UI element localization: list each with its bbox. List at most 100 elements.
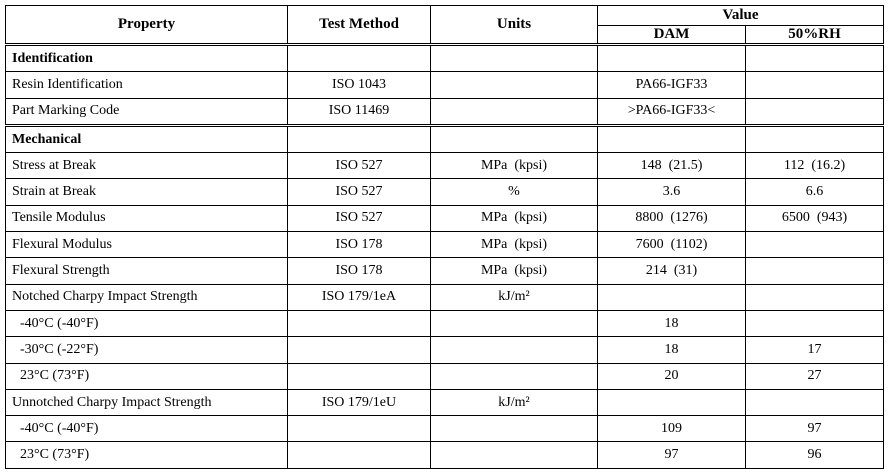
value-cell: MPa (kpsi) <box>430 231 598 259</box>
value-cell: 20 <box>597 362 746 390</box>
value-cell <box>745 283 884 311</box>
value-cell <box>745 257 884 285</box>
property-cell: -30°C (-22°F) <box>5 336 288 364</box>
value-cell: kJ/m² <box>430 283 598 311</box>
empty-cell <box>597 42 746 73</box>
value-cell: MPa (kpsi) <box>430 204 598 233</box>
value-cell <box>745 97 884 126</box>
value-cell: ISO 1043 <box>287 71 431 99</box>
value-cell: 109 <box>597 415 746 443</box>
table-wrap: Property Test Method Units Value DAM 50%… <box>5 5 884 469</box>
empty-cell <box>430 123 598 154</box>
header-cell: Units <box>430 5 598 45</box>
value-cell: 18 <box>597 336 746 364</box>
table-row: 23°C (73°F) 97 96 <box>5 441 884 469</box>
value-cell <box>745 388 884 417</box>
value-cell <box>287 309 431 338</box>
table-row: Stress at Break ISO 527 MPa (kpsi) 148 (21.… <box>5 152 884 180</box>
header-cell: 50%RH <box>745 25 884 46</box>
value-cell <box>287 362 431 390</box>
empty-cell <box>287 123 431 154</box>
table-row: Flexural Modulus ISO 178 MPa (kpsi) 7600 (1… <box>5 231 884 259</box>
empty-cell <box>745 123 884 154</box>
value-cell: PA66-IGF33 <box>597 71 746 99</box>
property-cell: Resin Identification <box>5 71 288 99</box>
value-cell <box>430 336 598 364</box>
value-cell <box>597 283 746 311</box>
section-cell: Mechanical <box>5 123 288 154</box>
value-cell: MPa (kpsi) <box>430 152 598 180</box>
value-cell: 18 <box>597 309 746 338</box>
table-body: Identification Resin Identification ISO 10… <box>5 42 884 469</box>
value-cell: 17 <box>745 336 884 364</box>
table-row: Strain at Break ISO 527% 3.6 6.6 <box>5 178 884 206</box>
value-cell <box>430 415 598 443</box>
value-cell: 27 <box>745 362 884 390</box>
property-cell: Part Marking Code <box>5 97 288 126</box>
value-cell: ISO 11469 <box>287 97 431 126</box>
value-cell: >PA66-IGF33< <box>597 97 746 126</box>
value-cell: ISO 179/1eA <box>287 283 431 311</box>
property-table: Property Test Method Units Value DAM 50%… <box>5 5 884 469</box>
property-cell: Tensile Modulus <box>5 204 288 233</box>
table-row: 23°C (73°F) 20 27 <box>5 362 884 390</box>
value-cell <box>430 309 598 338</box>
header-cell: Property <box>5 5 288 45</box>
empty-cell <box>430 42 598 73</box>
value-cell: 112 (16.2) <box>745 152 884 180</box>
property-cell: Notched Charpy Impact Strength <box>5 283 288 311</box>
table-row: Resin Identification ISO 1043 PA66-IGF33 <box>5 71 884 99</box>
value-cell <box>745 309 884 338</box>
value-cell: 6500 (943) <box>745 204 884 233</box>
property-cell: -40°C (-40°F) <box>5 309 288 338</box>
table-row: Flexural Strength ISO 178 MPa (kpsi) 214 (3… <box>5 257 884 285</box>
section-cell: Identification <box>5 42 288 73</box>
value-cell: 8800 (1276) <box>597 204 746 233</box>
value-cell: 3.6 <box>597 178 746 206</box>
value-cell <box>430 97 598 126</box>
property-cell: -40°C (-40°F) <box>5 415 288 443</box>
property-cell: Stress at Break <box>5 152 288 180</box>
value-cell: ISO 179/1eU <box>287 388 431 417</box>
table-row: Identification <box>5 42 884 73</box>
value-cell <box>287 415 431 443</box>
header-cell: Test Method <box>287 5 431 45</box>
value-cell: ISO 178 <box>287 257 431 285</box>
value-cell: 148 (21.5) <box>597 152 746 180</box>
value-cell: ISO 178 <box>287 231 431 259</box>
table-row: -40°C (-40°F) 18 <box>5 309 884 338</box>
header-cell: Value <box>597 5 884 26</box>
value-cell <box>745 71 884 99</box>
value-cell: 97 <box>597 441 746 469</box>
table-row: Unnotched Charpy Impact Strength ISO 179/… <box>5 388 884 417</box>
value-cell: ISO 527 <box>287 152 431 180</box>
value-cell: kJ/m² <box>430 388 598 417</box>
value-cell: 214 (31) <box>597 257 746 285</box>
value-cell <box>745 231 884 259</box>
table-row: Tensile Modulus ISO 527 MPa (kpsi) 8800 (12… <box>5 204 884 233</box>
property-cell: 23°C (73°F) <box>5 362 288 390</box>
value-cell <box>597 388 746 417</box>
value-cell <box>430 71 598 99</box>
value-cell: 6.6 <box>745 178 884 206</box>
property-cell: Flexural Modulus <box>5 231 288 259</box>
value-cell: % <box>430 178 598 206</box>
value-cell: 7600 (1102) <box>597 231 746 259</box>
header-cell: DAM <box>597 25 746 46</box>
empty-cell <box>745 42 884 73</box>
value-cell: ISO 527 <box>287 178 431 206</box>
empty-cell <box>597 123 746 154</box>
table-row: Part Marking Code ISO 11469 >PA66-IGF33< <box>5 97 884 126</box>
value-cell <box>287 336 431 364</box>
property-cell: Strain at Break <box>5 178 288 206</box>
table-row: -30°C (-22°F) 18 17 <box>5 336 884 364</box>
value-cell <box>430 441 598 469</box>
property-cell: Unnotched Charpy Impact Strength <box>5 388 288 417</box>
value-cell: MPa (kpsi) <box>430 257 598 285</box>
value-cell: ISO 527 <box>287 204 431 233</box>
property-cell: Flexural Strength <box>5 257 288 285</box>
value-cell <box>287 441 431 469</box>
table-row: -40°C (-40°F) 109 97 <box>5 415 884 443</box>
table-row: Notched Charpy Impact Strength ISO 179/1e… <box>5 283 884 311</box>
